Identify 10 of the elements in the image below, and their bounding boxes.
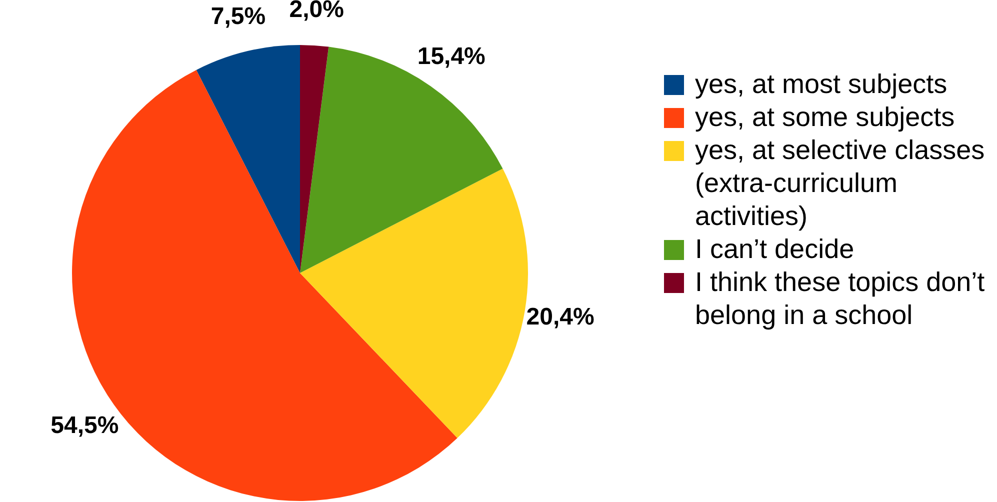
data-label: 7,5% <box>210 2 266 30</box>
legend-label: I can’t decide <box>695 233 856 266</box>
legend-label: yes, at some subjects <box>695 101 956 134</box>
legend-label: yes, at most subjects <box>695 68 948 101</box>
data-label: 15,4% <box>417 43 486 70</box>
data-label: 2,0% <box>289 0 344 24</box>
data-label: 54,5% <box>50 412 119 440</box>
legend-label: I think these topics don’t belong in a school <box>695 266 986 332</box>
data-label: 20,4% <box>526 303 594 330</box>
legend-label: yes, at selective classes (extra-curriculum activities) <box>695 134 986 233</box>
